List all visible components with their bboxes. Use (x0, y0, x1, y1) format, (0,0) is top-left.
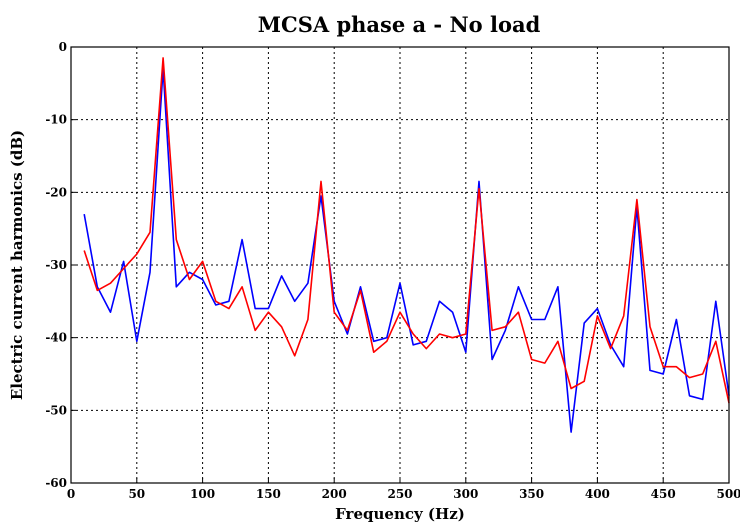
x-tick-label: 500 (716, 487, 740, 501)
x-tick-label: 300 (453, 487, 478, 501)
x-tick-label: 400 (585, 487, 610, 501)
x-tick-label: 450 (651, 487, 676, 501)
series-line-2 (83, 57, 730, 404)
series-line-1 (83, 68, 730, 433)
x-tick-label: 350 (519, 487, 544, 501)
y-tick-label: -40 (45, 331, 67, 345)
y-axis-label: Electric current harmonics (dB) (8, 130, 26, 400)
grid (71, 47, 729, 483)
chart-title: MCSA phase a - No load (258, 12, 541, 37)
x-tick-label: 100 (190, 487, 215, 501)
y-tick-label: -60 (45, 476, 67, 490)
x-tick-label: 200 (322, 487, 347, 501)
y-tick-label: -10 (45, 113, 67, 127)
y-tick-label: -50 (45, 403, 67, 417)
tick-labels: 0 50 100 150 200 250 300 350 400 450 500 0 -10 -20 -30… (45, 40, 740, 501)
series-layer (83, 57, 730, 433)
x-axis-label: Frequency (Hz) (335, 505, 465, 523)
x-tick-label: 150 (256, 487, 281, 501)
y-tick-label: -30 (45, 258, 67, 272)
x-tick-label: 50 (128, 487, 145, 501)
x-tick-label: 250 (387, 487, 412, 501)
x-tick-label: 0 (67, 487, 75, 501)
y-tick-label: -20 (45, 185, 67, 199)
y-tick-label: 0 (59, 40, 67, 54)
